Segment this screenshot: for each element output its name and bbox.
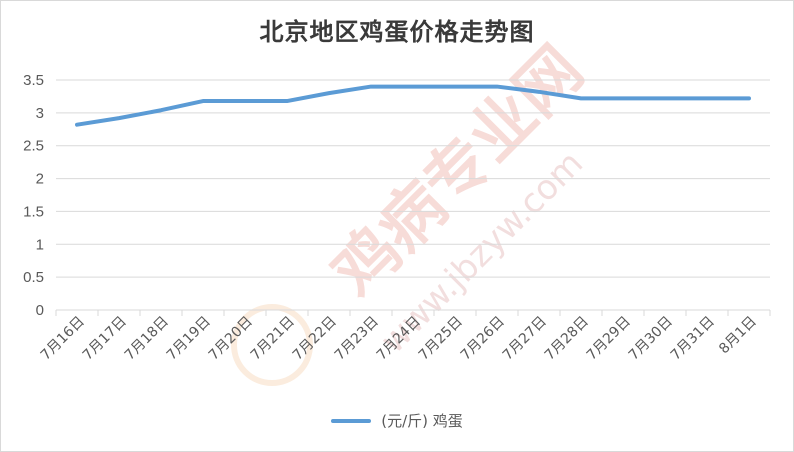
y-axis: 0 0.5 1 1.5 2 2.5 3 3.5 [23, 72, 44, 319]
x-tick-label: 7月22日 [290, 314, 340, 364]
series-line [75, 84, 751, 127]
y-tick-label: 2.5 [23, 138, 44, 155]
x-tick-label: 7月21日 [248, 314, 298, 364]
legend-swatch [331, 418, 372, 423]
x-tick-label: 7月30日 [626, 314, 676, 364]
gridlines [56, 79, 770, 311]
legend-label: (元/斤) 鸡蛋 [381, 412, 463, 430]
x-tick-label: 7月19日 [164, 314, 214, 364]
legend: (元/斤) 鸡蛋 [0, 410, 794, 431]
x-tick-label: 7月17日 [80, 314, 130, 364]
y-tick-label: 0 [36, 302, 44, 319]
x-tick-label: 7月27日 [500, 314, 550, 364]
x-tick-label: 7月28日 [542, 314, 592, 364]
x-tick-label: 7月23日 [332, 314, 382, 364]
series-layer [75, 84, 751, 127]
x-tick-label: 8月1日 [716, 314, 760, 358]
y-tick-label: 1 [36, 236, 44, 253]
x-tick-label: 7月26日 [458, 314, 508, 364]
y-tick-label: 0.5 [23, 269, 44, 286]
x-tick-label: 7月18日 [122, 314, 172, 364]
y-tick-label: 3.5 [23, 72, 44, 89]
y-tick-label: 1.5 [23, 203, 44, 220]
chart-title: 北京地区鸡蛋价格走势图 [259, 18, 535, 46]
x-tick-label: 7月31日 [668, 314, 718, 364]
x-tick-label: 7月29日 [584, 314, 634, 364]
x-tick-label: 7月16日 [38, 314, 88, 364]
y-tick-label: 3 [36, 105, 44, 122]
watermark-logo-ring [231, 304, 313, 386]
x-tick-label: 7月20日 [206, 314, 256, 364]
y-tick-label: 2 [36, 171, 44, 188]
